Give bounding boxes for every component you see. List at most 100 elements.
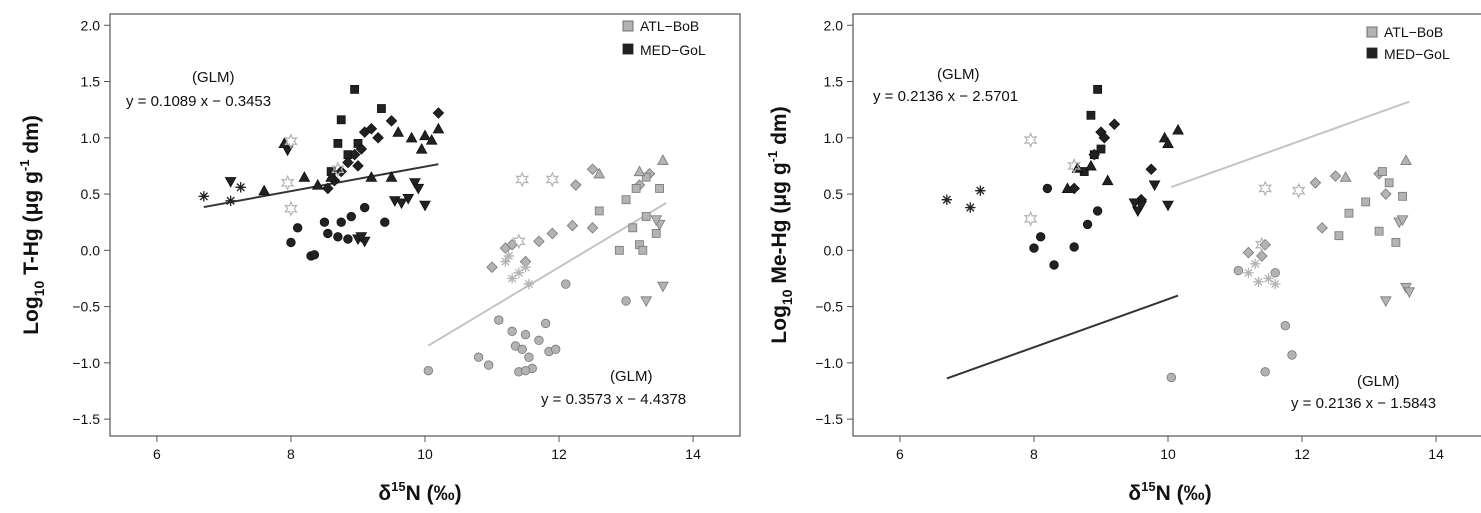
data-point xyxy=(650,215,663,226)
y-tick-label: −1.0 xyxy=(72,355,100,371)
data-point xyxy=(1023,210,1038,227)
data-point xyxy=(322,182,334,195)
data-point xyxy=(1380,188,1392,200)
data-point xyxy=(1403,287,1416,298)
x-tick-label: 10 xyxy=(417,446,433,462)
data-point xyxy=(1400,154,1412,165)
data-point xyxy=(333,139,343,148)
y-tick-label: 1.0 xyxy=(81,130,101,146)
y-tick-label: 0.5 xyxy=(81,186,101,202)
panel-me-hg: 6 8 10 12 14 −1.5 −1.0 −0.5 0.0 0.5 1.0 1.5 2.0 δ15N… xyxy=(765,13,1481,505)
legend: ATL−BoB MED−GoL xyxy=(1366,24,1450,62)
data-point xyxy=(1398,191,1407,201)
data-point xyxy=(1068,182,1080,195)
data-point xyxy=(292,223,303,233)
data-point xyxy=(432,122,445,134)
data-point xyxy=(1384,178,1394,188)
data-point xyxy=(586,163,599,176)
y-tick-label: −0.5 xyxy=(815,299,843,315)
data-point xyxy=(1172,123,1184,135)
data-point xyxy=(1256,250,1268,262)
data-point xyxy=(1339,171,1352,182)
data-point xyxy=(506,273,518,284)
data-point xyxy=(224,177,237,188)
data-point xyxy=(1258,180,1273,197)
data-point xyxy=(1287,350,1297,360)
data-point xyxy=(657,281,669,293)
axis-ticks: 6 8 10 12 14 −1.5 −1.0 −0.5 0.0 0.5 1.0 1.5 2.0 xyxy=(72,17,701,462)
data-point xyxy=(1396,215,1409,226)
legend-label-atl: ATL−BoB xyxy=(640,18,699,34)
fit-line xyxy=(1171,100,1410,188)
x-tick-label: 6 xyxy=(896,446,904,462)
data-point xyxy=(494,315,504,325)
data-point xyxy=(533,235,545,248)
data-point xyxy=(1145,163,1158,176)
data-point xyxy=(550,344,561,355)
glm-label-med: (GLM) xyxy=(192,69,235,86)
data-point xyxy=(520,330,531,340)
fit-line xyxy=(427,202,667,347)
data-point xyxy=(965,202,976,213)
data-point xyxy=(323,228,333,239)
data-point xyxy=(284,200,298,217)
data-point xyxy=(419,200,431,212)
data-point xyxy=(372,132,384,144)
data-point xyxy=(1260,367,1270,377)
data-point xyxy=(432,107,445,119)
data-point xyxy=(355,143,368,155)
glm-equation-atl: y = 0.3573 x − 4.4378 xyxy=(541,391,686,408)
x-tick-label: 14 xyxy=(685,446,701,462)
y-axis-title: Log10 T-Hg (μg g-1 dm) xyxy=(17,115,47,335)
data-point xyxy=(402,193,415,205)
data-point xyxy=(513,267,525,279)
x-axis-title: δ15N (‰) xyxy=(378,479,461,505)
x-tick-label: 12 xyxy=(1294,446,1310,462)
data-point xyxy=(515,171,530,188)
data-point xyxy=(1309,177,1322,189)
data-point xyxy=(1316,222,1328,234)
data-point xyxy=(524,352,534,362)
y-tick-label: −1.5 xyxy=(815,411,843,427)
data-point xyxy=(355,232,368,243)
data-point xyxy=(1148,180,1161,192)
legend-label-med: MED−GoL xyxy=(640,42,706,58)
data-point xyxy=(1135,200,1148,212)
data-point xyxy=(517,344,527,355)
data-point xyxy=(1166,372,1177,383)
data-point xyxy=(198,191,210,202)
y-tick-label: 0.0 xyxy=(81,242,101,258)
legend-swatch-med xyxy=(1366,47,1378,59)
data-point xyxy=(419,129,431,141)
data-point xyxy=(540,318,551,329)
data-points xyxy=(198,84,669,377)
data-point xyxy=(1270,268,1280,278)
data-point xyxy=(330,161,345,178)
legend-swatch-med xyxy=(622,43,634,55)
data-point xyxy=(258,184,271,196)
data-point xyxy=(395,198,408,210)
y-tick-label: 1.0 xyxy=(824,130,844,146)
data-point xyxy=(641,172,651,182)
data-point xyxy=(975,185,986,196)
y-tick-label: 0.0 xyxy=(824,242,844,258)
data-point xyxy=(359,202,370,213)
data-point xyxy=(425,134,438,145)
data-point xyxy=(336,217,346,227)
data-point xyxy=(1162,137,1174,148)
data-point xyxy=(1344,208,1354,218)
data-point xyxy=(1101,174,1114,186)
legend-label-med: MED−GoL xyxy=(1384,46,1450,62)
data-point xyxy=(1069,242,1079,252)
data-point xyxy=(405,131,418,143)
data-point xyxy=(483,360,494,370)
data-point xyxy=(546,227,559,240)
data-point xyxy=(278,137,291,148)
glm-equation-med: y = 0.2136 x − 2.5701 xyxy=(873,88,1018,105)
data-point xyxy=(545,171,560,188)
data-point xyxy=(1249,258,1261,270)
data-point xyxy=(633,165,646,177)
data-point xyxy=(311,179,324,190)
